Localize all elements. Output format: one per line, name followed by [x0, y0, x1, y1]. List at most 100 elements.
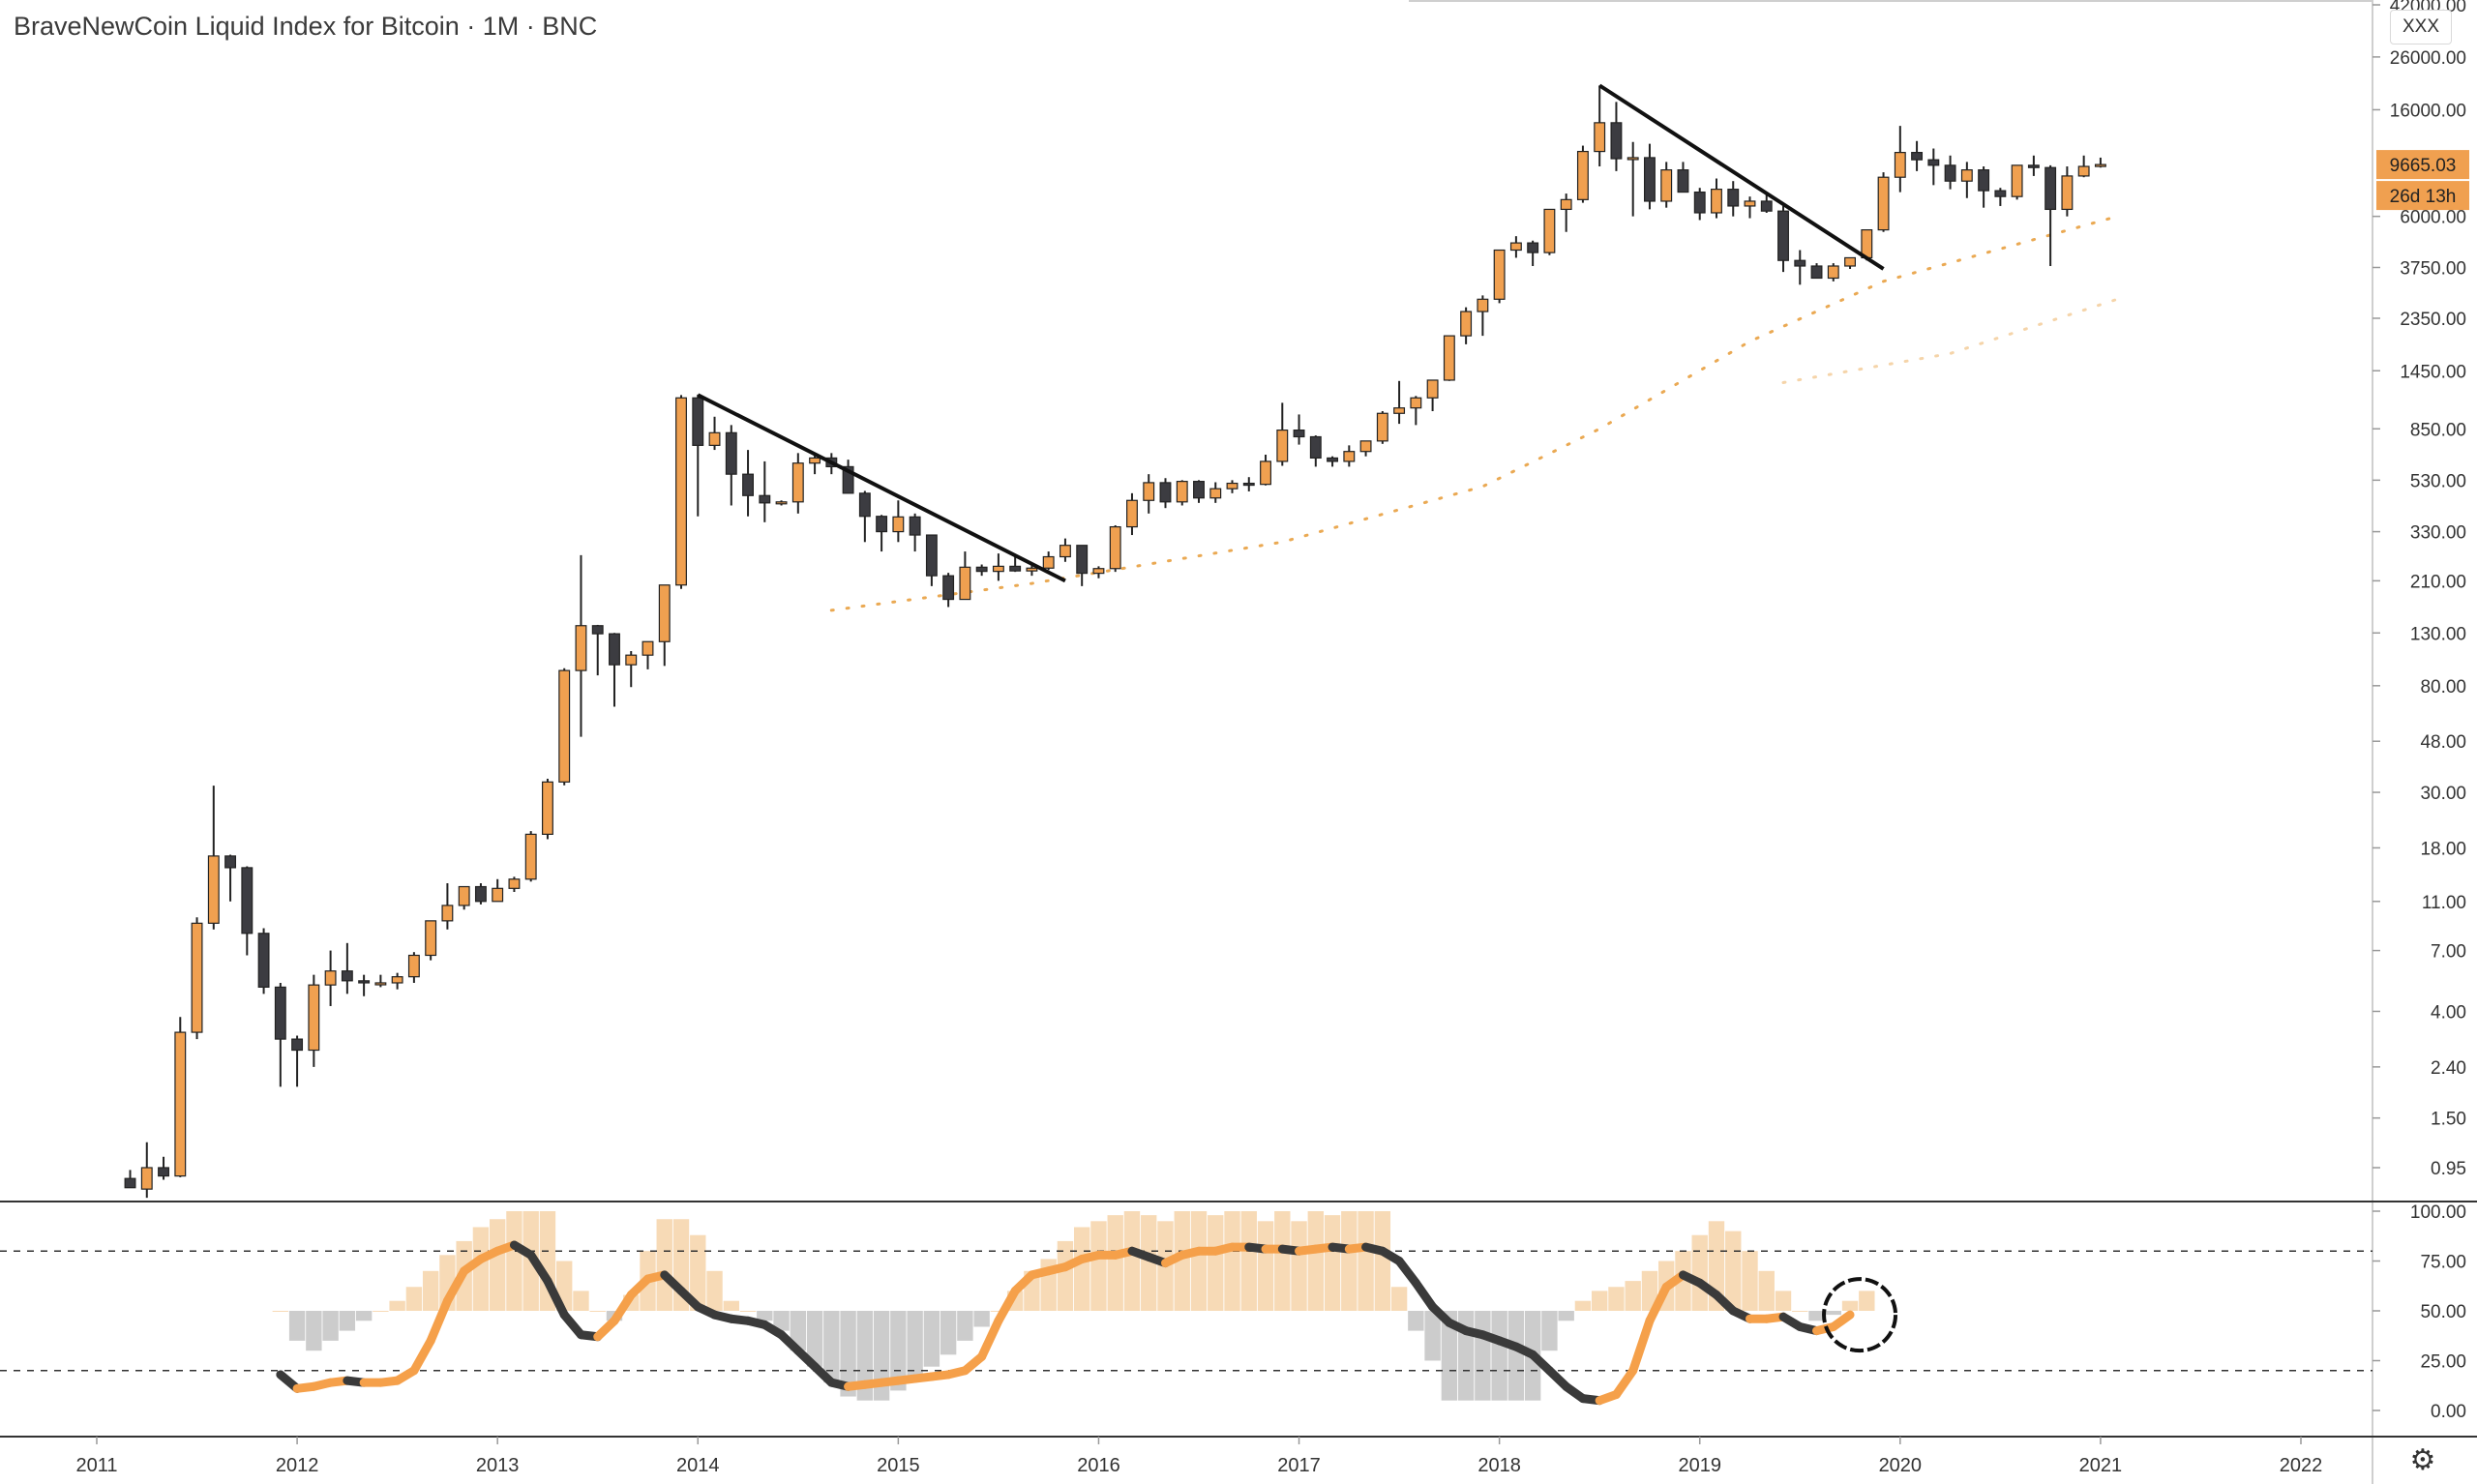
oscillator-pane [0, 1211, 2373, 1406]
candle [1711, 178, 1722, 219]
oscillator-segment [977, 1316, 1003, 1361]
price-tick-label: 16000.00 [2390, 101, 2466, 121]
time-tick-label: 2021 [2079, 1455, 2123, 1476]
histogram-bar [1808, 1311, 1825, 1321]
candle-body [675, 397, 687, 586]
histogram-bar [907, 1311, 923, 1381]
histogram-bar [489, 1219, 506, 1311]
moving-average-1 [829, 215, 2119, 612]
price-tick-label: 7.00 [2431, 942, 2466, 963]
candle [291, 1035, 304, 1087]
histogram-bar [1257, 1221, 1274, 1311]
histogram-bar [656, 1219, 672, 1311]
candle-body [1560, 198, 1572, 211]
candle-body [1026, 567, 1038, 572]
candle-body [1242, 482, 1255, 487]
candle-body [174, 1031, 187, 1177]
candle-body [975, 566, 988, 573]
candle [942, 573, 955, 608]
candle-body [1944, 164, 1956, 182]
gear-icon[interactable]: ⚙ [2409, 1443, 2436, 1477]
osc-tick-label: 0.00 [2431, 1402, 2466, 1422]
histogram-bar [1090, 1221, 1107, 1311]
time-tick-label: 2013 [476, 1455, 520, 1476]
candle-body [658, 584, 671, 642]
candle [1944, 155, 1956, 190]
time-tick-label: 2018 [1477, 1455, 1521, 1476]
histogram-bar [506, 1211, 522, 1311]
price-axis-bg [2373, 0, 2477, 1484]
candle-body [809, 457, 821, 464]
histogram-bar [1224, 1211, 1240, 1311]
symbol-box[interactable]: XXX [2390, 10, 2452, 45]
time-tick-label: 2015 [877, 1455, 920, 1476]
histogram-bar [1641, 1270, 1658, 1311]
candle [1460, 307, 1473, 344]
candle [1426, 379, 1439, 412]
candle [1727, 181, 1740, 217]
price-tick-label: 1450.00 [2400, 362, 2466, 382]
candle [1877, 172, 1890, 232]
candle [1527, 240, 1539, 266]
histogram-bar [1775, 1291, 1792, 1311]
histogram-bar [773, 1311, 790, 1331]
histogram-bar [1574, 1300, 1592, 1311]
oscillator-segment [1611, 1366, 1638, 1400]
histogram-bar [1390, 1287, 1408, 1311]
candle [191, 917, 203, 1040]
candle [558, 668, 571, 786]
histogram-bar [806, 1311, 823, 1367]
histogram-bar [1240, 1211, 1257, 1311]
candle-body [1309, 435, 1322, 460]
candle-body [1693, 191, 1706, 214]
candle-body [1042, 555, 1055, 569]
candle-body [1059, 545, 1071, 558]
candle [842, 460, 854, 494]
price-tick-label: 130.00 [2410, 624, 2466, 644]
histogram-bar [1073, 1227, 1090, 1311]
candle-body [1410, 397, 1422, 409]
histogram-bar [923, 1311, 940, 1367]
candle-body [575, 625, 587, 671]
candle [1410, 396, 1422, 426]
candle-body [591, 625, 604, 635]
candle [1327, 456, 1339, 467]
oscillator-segment [1394, 1257, 1420, 1288]
candle [124, 1170, 136, 1189]
candle-body [508, 878, 521, 889]
candle-body [124, 1177, 136, 1189]
candle [1092, 566, 1105, 579]
histogram-bar [322, 1311, 339, 1341]
candle [174, 1017, 187, 1177]
oscillator-segment [409, 1336, 435, 1376]
histogram-bar [422, 1270, 439, 1311]
candle [2011, 164, 2023, 200]
candle-body [1276, 429, 1289, 462]
candle-body [876, 516, 888, 533]
candle [1576, 145, 1589, 203]
candle [374, 974, 387, 988]
candle-body [1092, 568, 1105, 575]
candle-body [1393, 407, 1406, 414]
candle-body [1076, 545, 1089, 575]
histogram-bar [1825, 1311, 1841, 1316]
candle-body [1477, 298, 1489, 312]
candle-body [1677, 169, 1689, 193]
candle-body [374, 982, 387, 986]
histogram-bar [1541, 1311, 1558, 1351]
candle [1143, 474, 1155, 514]
price-tick-label: 48.00 [2420, 732, 2466, 753]
candle [341, 942, 353, 994]
candle [1927, 148, 1940, 186]
candle [708, 416, 721, 451]
histogram-bar [1190, 1211, 1208, 1311]
candle [1978, 166, 1990, 208]
candle [775, 500, 788, 506]
histogram-bar [757, 1311, 773, 1321]
candle [1594, 85, 1606, 167]
price-tick-label: 530.00 [2410, 471, 2466, 491]
candle [2061, 166, 2074, 217]
candle [1159, 478, 1172, 509]
